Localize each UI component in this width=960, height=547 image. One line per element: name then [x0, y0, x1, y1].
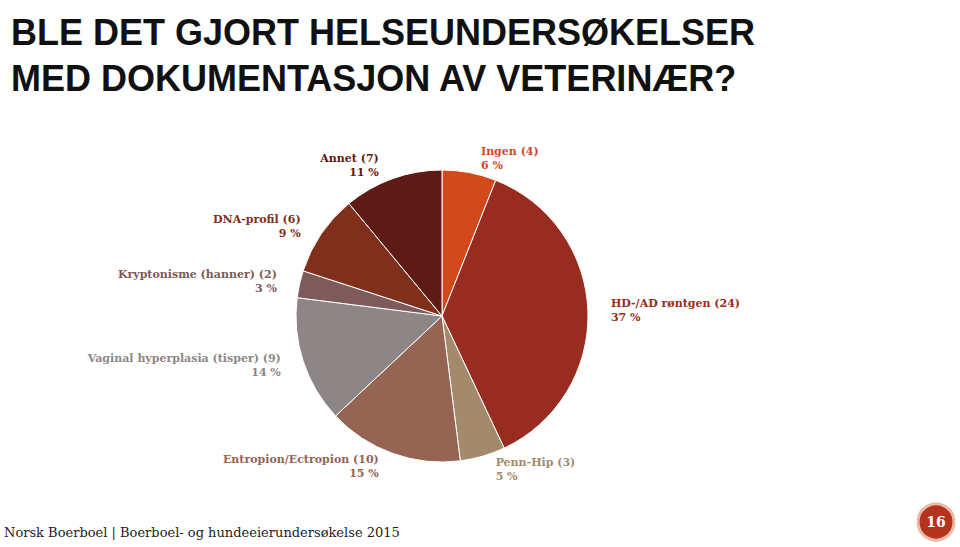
svg-text:Entropion/Ectropion (10): Entropion/Ectropion (10) — [223, 453, 379, 466]
svg-text:Penn-Hip (3): Penn-Hip (3) — [496, 456, 576, 469]
svg-text:6 %: 6 % — [481, 159, 503, 172]
svg-text:9 %: 9 % — [279, 227, 301, 240]
svg-text:Norsk Boerboel | Boerboel- og: Norsk Boerboel | Boerboel- og hundeeieru… — [4, 525, 400, 540]
svg-text:15 %: 15 % — [349, 467, 379, 480]
svg-text:Kryptonisme (hanner) (2): Kryptonisme (hanner) (2) — [118, 268, 277, 281]
svg-text:11 %: 11 % — [349, 166, 379, 179]
svg-text:BLE DET GJORT HELSEUNDERSØKELS: BLE DET GJORT HELSEUNDERSØKELSER — [11, 12, 755, 53]
svg-text:3 %: 3 % — [255, 282, 277, 295]
svg-text:16: 16 — [926, 514, 945, 530]
svg-text:HD-/AD røntgen (24): HD-/AD røntgen (24) — [611, 297, 740, 310]
svg-text:DNA-profil (6): DNA-profil (6) — [213, 213, 301, 226]
svg-text:MED DOKUMENTASJON AV VETERINÆR: MED DOKUMENTASJON AV VETERINÆR? — [11, 58, 736, 99]
svg-text:Annet (7): Annet (7) — [319, 152, 379, 165]
svg-text:14 %: 14 % — [251, 366, 281, 379]
svg-text:5 %: 5 % — [496, 470, 518, 483]
svg-text:Vaginal hyperplasia (tisper) (: Vaginal hyperplasia (tisper) (9) — [87, 352, 281, 365]
svg-text:Ingen (4): Ingen (4) — [481, 145, 539, 158]
svg-text:37 %: 37 % — [611, 311, 641, 324]
